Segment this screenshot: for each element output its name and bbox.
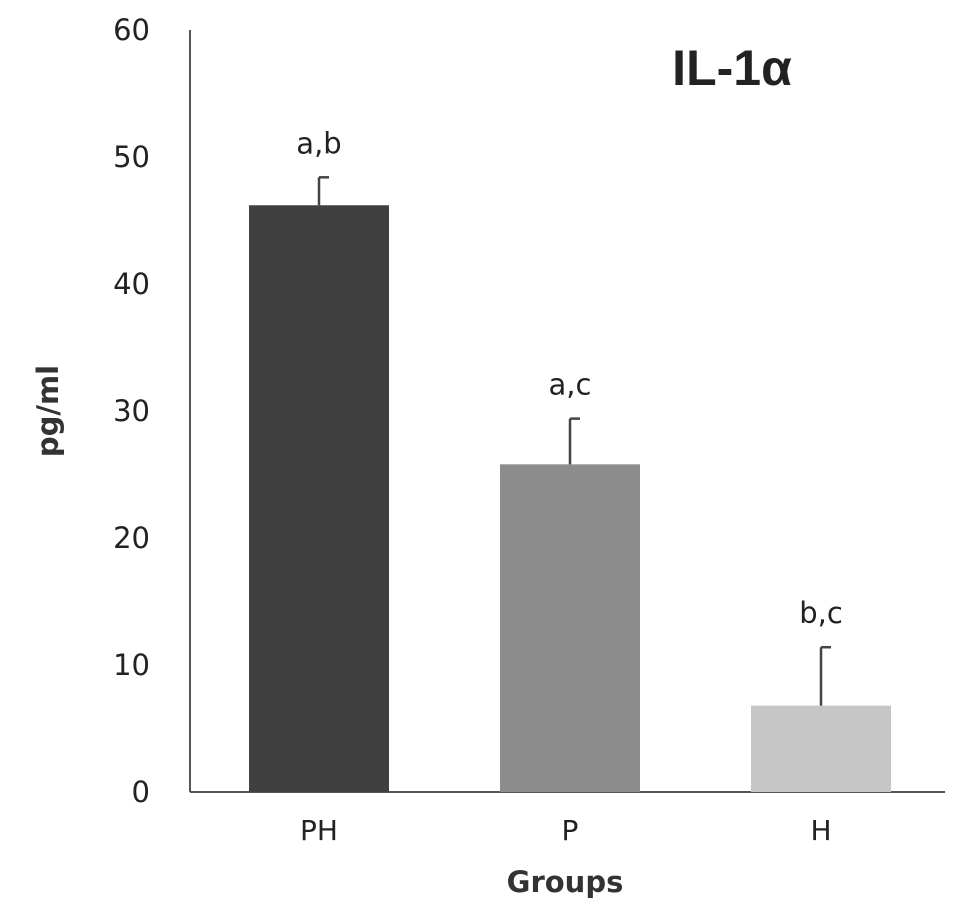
y-axis-ticks: 0 10 20 30 40 50 60: [113, 13, 150, 809]
bar-ph: [249, 205, 389, 792]
y-axis-title: pg/ml: [31, 365, 65, 457]
y-tick-label: 50: [113, 140, 150, 174]
significance-label-p: a,c: [549, 368, 592, 402]
category-label-h: H: [810, 814, 831, 847]
category-labels: PH P H: [300, 814, 832, 847]
y-tick-label: 30: [113, 394, 150, 428]
error-bars: [317, 176, 831, 706]
y-tick-label: 60: [113, 13, 150, 47]
y-tick-label: 0: [132, 775, 150, 809]
bars: [249, 205, 891, 792]
significance-label-ph: a,b: [296, 126, 341, 160]
chart-title: IL-1α: [672, 40, 792, 96]
error-bar-h: [819, 645, 831, 706]
y-tick-label: 40: [113, 267, 150, 301]
bar-p: [500, 464, 640, 792]
y-tick-label: 20: [113, 521, 150, 555]
y-tick-label: 10: [113, 648, 150, 682]
significance-labels: a,b a,c b,c: [296, 126, 842, 630]
error-bar-ph: [317, 176, 329, 206]
category-label-p: P: [562, 814, 579, 847]
bar-h: [751, 705, 891, 792]
category-label-ph: PH: [300, 814, 338, 847]
error-bar-p: [568, 417, 580, 465]
x-axis-title: Groups: [507, 865, 624, 899]
significance-label-h: b,c: [799, 596, 843, 630]
